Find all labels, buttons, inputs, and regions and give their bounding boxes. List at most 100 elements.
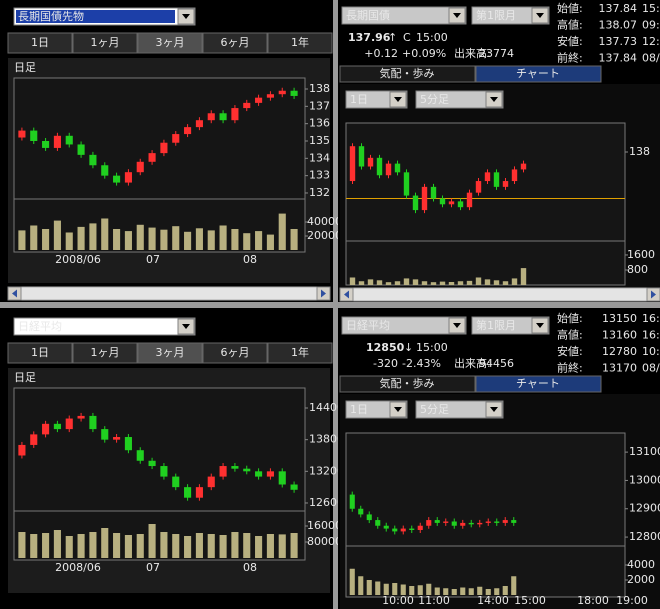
dropdown[interactable] — [341, 316, 467, 335]
volume-bar — [511, 278, 518, 285]
candle — [18, 130, 26, 138]
scrollbar[interactable] — [7, 286, 331, 301]
candle — [409, 528, 415, 530]
volume-bar — [30, 534, 38, 558]
candle — [349, 146, 356, 182]
volume-bar — [466, 280, 473, 285]
candle — [65, 418, 73, 430]
volume-bar — [30, 225, 38, 250]
volume-bar — [53, 530, 61, 558]
info-value: 138.07 — [599, 19, 638, 32]
volume-bar — [367, 279, 374, 285]
candle — [475, 181, 482, 193]
period-tab[interactable] — [72, 32, 138, 54]
period-tab[interactable] — [267, 32, 333, 54]
splitter[interactable] — [0, 302, 660, 308]
period-tab[interactable] — [137, 342, 203, 364]
info-label: 前終: — [557, 51, 583, 65]
y-tick-label: 138 — [309, 82, 330, 95]
volume-bar — [468, 588, 474, 595]
dropdown[interactable] — [13, 317, 196, 336]
period-tab-label: 1ヶ月 — [91, 346, 120, 359]
x-axis-label: 10:00 — [382, 594, 414, 607]
volume-bar — [366, 580, 372, 595]
candle — [421, 186, 428, 211]
candle — [89, 415, 97, 430]
candle — [434, 520, 440, 523]
period-tab-label: 3ヶ月 — [156, 346, 185, 359]
volume-bar — [278, 534, 286, 558]
period-tab[interactable] — [137, 32, 203, 54]
volume-tick-label: 1600 — [627, 248, 655, 261]
period-tab[interactable] — [267, 342, 333, 364]
candle — [243, 102, 251, 109]
dropdown-text: 第1限月 — [476, 318, 516, 332]
volume-bar — [290, 228, 298, 250]
candle — [172, 476, 180, 488]
period-tab-label: 6ヶ月 — [221, 36, 250, 49]
info-time: 15: — [642, 2, 660, 15]
dropdown-arrow — [394, 407, 402, 412]
candle — [376, 157, 383, 176]
info-tab[interactable] — [339, 65, 476, 83]
volume-bar — [65, 536, 73, 558]
volume-bar — [266, 534, 274, 558]
info-tab[interactable] — [475, 65, 602, 83]
y-tick-label: 134 — [309, 151, 330, 164]
info-value: 13150 — [602, 312, 637, 325]
dropdown[interactable] — [415, 400, 504, 419]
candle — [266, 471, 274, 477]
period-tab[interactable] — [7, 342, 73, 364]
info-tab[interactable] — [475, 375, 602, 393]
period-tab[interactable] — [202, 342, 268, 364]
volume-bar — [77, 534, 85, 558]
volume-bar — [219, 535, 227, 558]
volume-tick-label: 4000 — [627, 558, 655, 571]
dropdown-arrow — [394, 97, 402, 102]
chart-frame — [345, 122, 626, 286]
candle — [457, 201, 464, 208]
period-tab[interactable] — [72, 342, 138, 364]
volume-bar — [520, 268, 527, 285]
volume-bar — [451, 589, 457, 595]
y-tick-label: 13000 — [629, 473, 660, 486]
candle — [124, 172, 132, 183]
candle — [383, 525, 389, 529]
volume-bar — [383, 583, 389, 595]
volume-bar — [494, 588, 500, 595]
volume-bar — [207, 534, 215, 558]
dropdown[interactable] — [415, 90, 504, 109]
scroll-arrow — [12, 289, 17, 298]
scrollbar[interactable] — [339, 287, 660, 302]
volume-bar — [53, 220, 61, 250]
volume-bar — [243, 533, 251, 558]
candle — [502, 181, 509, 187]
volume-bar — [434, 587, 440, 595]
info-tab[interactable] — [339, 375, 476, 393]
candle — [195, 120, 203, 128]
volume-bar — [349, 568, 355, 595]
dropdown-arrow — [453, 323, 461, 328]
volume-bar — [184, 536, 192, 558]
volume-bar — [493, 280, 500, 285]
candle — [136, 450, 144, 461]
dropdown-text: 1日 — [350, 403, 368, 416]
dropdown[interactable] — [471, 6, 550, 25]
period-tab[interactable] — [202, 32, 268, 54]
x-axis-label: 07 — [146, 561, 160, 574]
volume-bar — [18, 230, 26, 250]
volume-bar — [484, 279, 491, 285]
info-value: 13170 — [602, 362, 637, 375]
x-axis-label: 19:00 — [616, 594, 648, 607]
dropdown[interactable] — [471, 316, 550, 335]
period-tab[interactable] — [7, 32, 73, 54]
x-axis-label: 08 — [243, 253, 257, 266]
dropdown-arrow — [453, 13, 461, 18]
volume-bar — [101, 218, 109, 250]
y-tick-label: 138 — [629, 145, 650, 158]
volume-bar — [417, 585, 423, 595]
dropdown[interactable] — [341, 6, 467, 25]
candle — [460, 522, 466, 526]
info-time: 08/ — [642, 52, 660, 65]
